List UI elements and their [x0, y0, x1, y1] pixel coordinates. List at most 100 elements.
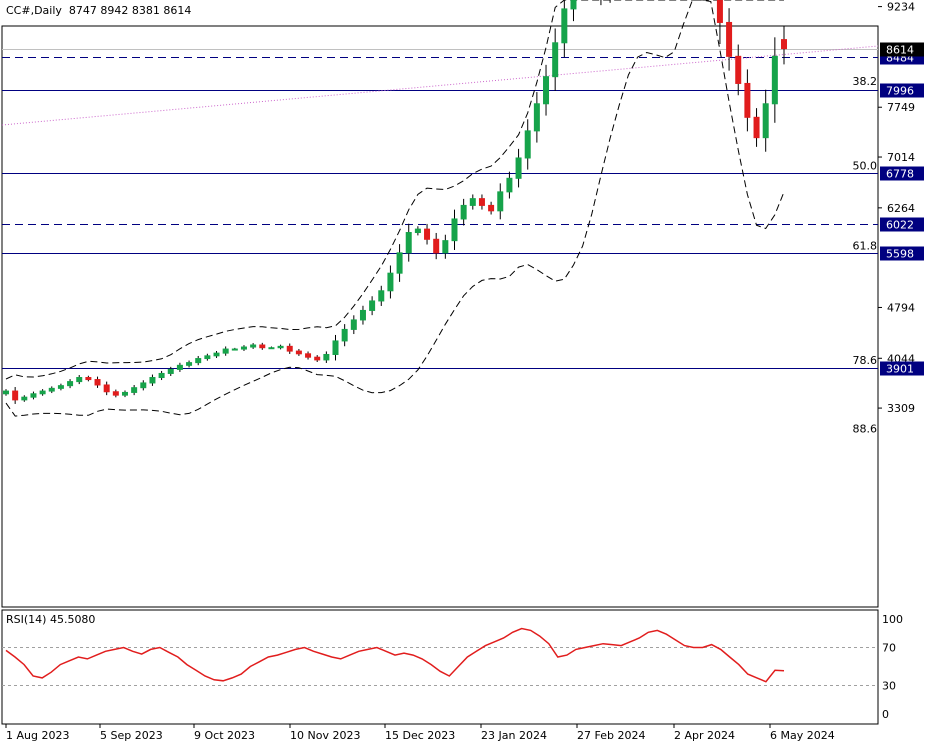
- candle: [269, 347, 274, 349]
- candle-body: [205, 356, 210, 359]
- time-tick-label: 2 Apr 2024: [674, 729, 735, 742]
- candle: [772, 37, 777, 122]
- candle-body: [406, 233, 411, 253]
- candle-body: [58, 386, 63, 389]
- level-tag-6022: 6022: [880, 218, 924, 232]
- candle-body: [315, 357, 320, 360]
- candle-body: [452, 219, 457, 241]
- rsi-tick-label: 100: [882, 613, 903, 626]
- candle-body: [736, 56, 741, 83]
- candle: [315, 355, 320, 362]
- upper-band: [6, 0, 784, 379]
- time-tick-label: 27 Feb 2024: [577, 729, 645, 742]
- candle: [360, 306, 365, 325]
- fib-label-38.2: 38.2: [853, 75, 878, 88]
- candle: [489, 202, 494, 215]
- candle-body: [150, 378, 155, 383]
- candle: [205, 354, 210, 361]
- candle: [260, 343, 265, 350]
- candle-body: [31, 394, 36, 397]
- candle: [104, 382, 109, 396]
- current-price-text: 8614: [886, 44, 914, 57]
- candle: [461, 199, 466, 226]
- level-tag-3901: 3901: [880, 362, 924, 376]
- candle: [452, 210, 457, 250]
- candle: [544, 65, 549, 116]
- candle: [727, 8, 732, 70]
- time-axis: 1 Aug 2023 5 Sep 2023 9 Oct 2023 10 Nov 202…: [6, 724, 835, 742]
- candle-body: [68, 382, 73, 386]
- candle: [397, 244, 402, 282]
- candle-body: [49, 388, 54, 391]
- candle: [434, 233, 439, 259]
- candle-body: [360, 310, 365, 319]
- time-tick-label: 23 Jan 2024: [481, 729, 547, 742]
- candle-body: [251, 345, 256, 347]
- candle-body: [232, 349, 237, 350]
- time-tick-label: 15 Dec 2023: [385, 729, 455, 742]
- candle-body: [544, 77, 549, 104]
- level-tag-text: 6022: [886, 219, 914, 232]
- fib-label-61.8: 61.8: [853, 239, 878, 252]
- candle-body: [571, 0, 576, 9]
- price-tick-label: 6264: [887, 202, 915, 215]
- candle: [507, 172, 512, 199]
- candle-body: [425, 229, 430, 239]
- fibonacci-labels: 0.023.638.250.061.878.688.6: [853, 0, 878, 435]
- price-tick-label: 7014: [887, 151, 915, 164]
- candle: [516, 149, 521, 188]
- candle: [95, 377, 100, 388]
- candle: [58, 384, 63, 391]
- candle-body: [333, 341, 338, 355]
- candle-body: [241, 347, 246, 349]
- rsi-tick-label: 0: [882, 708, 889, 721]
- candle: [443, 235, 448, 259]
- fib-label-78.6: 78.6: [853, 354, 878, 367]
- candle: [425, 224, 430, 245]
- candle-body: [525, 131, 530, 158]
- candle: [782, 26, 787, 64]
- candle-body: [415, 229, 420, 232]
- candle-body: [507, 178, 512, 192]
- candle-body: [40, 391, 45, 394]
- candle-body: [754, 117, 759, 137]
- candle: [571, 0, 576, 21]
- candle-body: [196, 359, 201, 363]
- candle: [333, 335, 338, 360]
- candle-body: [534, 104, 539, 131]
- candle: [214, 351, 219, 358]
- candle: [251, 343, 256, 349]
- candle-body: [434, 239, 439, 253]
- candle-body: [223, 349, 228, 353]
- candle: [196, 356, 201, 365]
- time-tick-label: 6 May 2024: [770, 729, 835, 742]
- time-tick-label: 5 Sep 2023: [100, 729, 163, 742]
- candle: [113, 390, 118, 398]
- candle: [232, 348, 237, 350]
- level-tags: 1102010300949584847996677860225598390186…: [880, 0, 924, 376]
- candle-body: [86, 378, 91, 380]
- candle-body: [13, 391, 18, 400]
- chart-frame: [2, 26, 878, 724]
- candle-body: [461, 205, 466, 219]
- candle-body: [4, 391, 9, 394]
- candle-body: [516, 158, 521, 178]
- level-tag-6778: 6778: [880, 167, 924, 181]
- level-tag-text: 7996: [886, 85, 914, 98]
- fib-label-50.0: 50.0: [853, 160, 878, 173]
- level-tag-7996: 7996: [880, 84, 924, 98]
- candle: [370, 296, 375, 315]
- candle: [553, 28, 558, 91]
- candle: [379, 286, 384, 306]
- lower-band: [6, 0, 784, 416]
- candle: [745, 69, 750, 131]
- candle: [4, 389, 9, 396]
- candle: [22, 395, 27, 402]
- candle: [287, 344, 292, 354]
- fib-label-88.6: 88.6: [853, 422, 878, 435]
- candle: [525, 119, 530, 169]
- candle-body: [269, 348, 274, 349]
- candle-body: [443, 241, 448, 253]
- candle-body: [470, 199, 475, 206]
